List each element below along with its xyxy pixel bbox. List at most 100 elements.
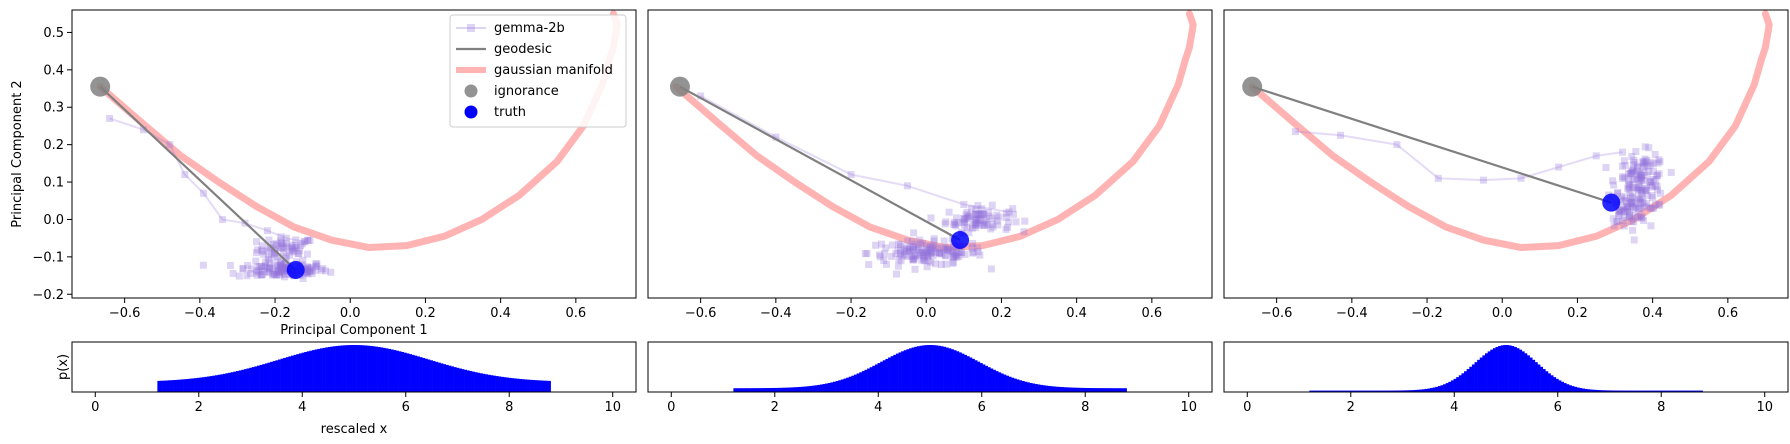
histogram-bar <box>254 366 258 392</box>
trajectory-marker <box>926 244 934 252</box>
histogram-bar <box>445 364 449 392</box>
trajectory-marker <box>959 214 967 222</box>
trajectory-marker <box>1626 189 1634 197</box>
trajectory-marker <box>697 92 705 100</box>
trajectory-marker <box>964 213 972 221</box>
trajectory-marker <box>280 260 288 268</box>
histogram-bar <box>1440 385 1444 392</box>
trajectory-marker <box>955 248 963 256</box>
histogram-bar <box>270 361 274 392</box>
histogram-bar <box>822 384 826 392</box>
histogram-bar <box>1445 383 1449 392</box>
trajectory-marker <box>1630 218 1638 226</box>
trajectory-marker <box>937 261 945 269</box>
trajectory-marker <box>1655 201 1663 209</box>
histogram-bar <box>225 373 229 392</box>
histogram-bar <box>961 353 965 392</box>
histogram-bar <box>291 355 295 392</box>
trajectory-marker <box>897 243 905 251</box>
histogram-bar <box>827 382 831 392</box>
histogram-bar <box>1621 390 1625 392</box>
histogram-bar <box>1121 388 1125 392</box>
histogram-bar <box>935 345 939 392</box>
histogram-bar <box>1576 387 1580 392</box>
histogram-bar <box>385 348 389 392</box>
trajectory-marker <box>973 211 981 219</box>
histogram-bar <box>998 372 1002 392</box>
trajectory-marker <box>918 248 926 256</box>
histogram-bar <box>1401 390 1405 392</box>
histogram-bar <box>1589 389 1593 392</box>
trajectory-marker <box>847 171 855 179</box>
histogram-bar <box>943 346 947 392</box>
x-tick-label: −0.2 <box>259 306 291 321</box>
histogram-bar <box>285 357 289 392</box>
histogram-bar <box>432 361 436 392</box>
trajectory-marker <box>278 239 286 247</box>
histogram-bar <box>1566 384 1570 392</box>
histogram-bar <box>479 373 483 392</box>
trajectory-marker <box>1636 204 1644 212</box>
histogram-bar <box>1395 390 1399 392</box>
trajectory-marker <box>916 249 924 257</box>
histogram-bar <box>207 376 211 392</box>
histogram-bar <box>217 374 221 392</box>
trajectory-marker <box>258 270 266 278</box>
histogram-bar <box>867 368 871 392</box>
histogram-bar <box>401 352 405 392</box>
histogram-bar <box>1351 390 1355 392</box>
trajectory-marker <box>295 250 303 258</box>
trajectory-marker <box>1629 165 1637 173</box>
histogram-bar <box>1019 380 1023 392</box>
trajectory-marker <box>301 269 309 277</box>
axes-frame <box>71 341 637 393</box>
trajectory-marker <box>284 243 292 251</box>
trajectory-marker <box>1619 148 1627 156</box>
trajectory-marker <box>303 268 311 276</box>
trajectory-marker <box>1630 236 1638 244</box>
trajectory-marker <box>1638 171 1646 179</box>
histogram-bar <box>1422 389 1426 392</box>
trajectory-marker <box>1655 170 1663 178</box>
trajectory-marker <box>1613 218 1621 226</box>
histogram-bar <box>853 374 857 392</box>
trajectory-marker <box>273 270 281 278</box>
trajectory-marker <box>872 241 880 249</box>
histogram-bar <box>1066 387 1070 392</box>
histogram-bar <box>1487 351 1491 392</box>
trajectory-marker <box>277 243 285 251</box>
histogram-bar <box>985 365 988 392</box>
trajectory-marker <box>272 267 280 275</box>
trajectory-marker <box>899 252 907 260</box>
y-axis-label: p(x) <box>56 354 71 380</box>
trajectory-marker <box>906 247 914 255</box>
histogram-bar <box>249 367 253 392</box>
histogram-bar <box>798 386 802 392</box>
x-tick-label: −0.2 <box>835 306 867 321</box>
histogram-bar <box>1547 373 1551 392</box>
histogram-bar <box>369 345 373 392</box>
trajectory-marker <box>1636 170 1644 178</box>
histogram-bar <box>1110 388 1114 392</box>
trajectory-marker <box>288 246 296 254</box>
histogram-bar <box>1335 390 1339 392</box>
histogram-bar <box>990 368 994 392</box>
histogram-bar <box>1419 389 1423 392</box>
histogram-bar <box>356 345 360 392</box>
histogram-bar <box>1403 390 1407 392</box>
trajectory-marker <box>943 246 951 254</box>
trajectory-marker <box>265 264 273 272</box>
trajectory-marker <box>909 244 917 252</box>
histogram-bar <box>414 355 418 392</box>
histogram-bar <box>521 379 525 392</box>
histogram-bar <box>1637 390 1641 392</box>
trajectory-marker <box>281 259 289 267</box>
trajectory-marker <box>923 250 931 258</box>
histogram-bar <box>1634 390 1638 392</box>
trajectory-marker <box>929 252 937 260</box>
histogram-bar <box>188 378 192 392</box>
histogram-bar <box>1697 390 1701 392</box>
trajectory-marker <box>319 265 327 273</box>
trajectory-marker <box>973 220 981 228</box>
histogram-bar <box>1471 364 1475 392</box>
